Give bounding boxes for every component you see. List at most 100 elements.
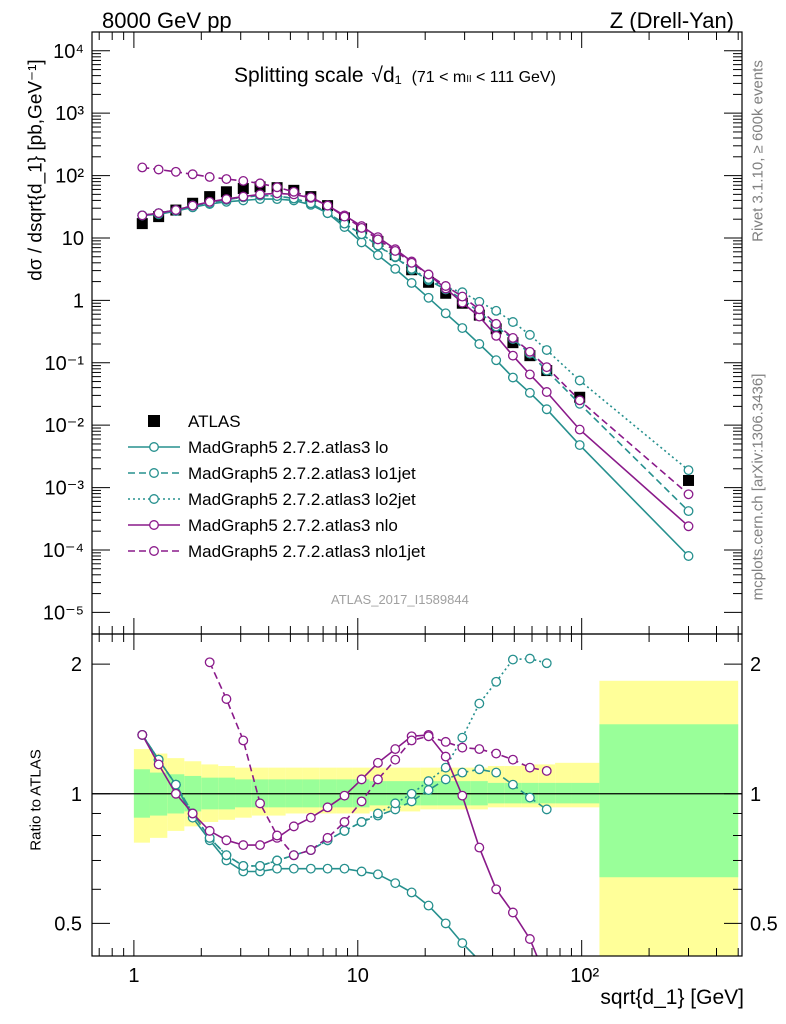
header-right: Z (Drell-Yan) — [609, 8, 734, 33]
legend-marker — [148, 415, 160, 427]
band-inner — [538, 782, 556, 804]
data-point — [524, 653, 535, 664]
data-point — [457, 742, 468, 753]
legend-marker — [149, 468, 159, 478]
data-point — [390, 744, 401, 755]
data-point — [356, 866, 367, 877]
series-line — [142, 194, 690, 512]
y-tick-label: 10 — [62, 228, 84, 250]
data-point — [255, 189, 266, 200]
data-point — [372, 757, 383, 768]
data-point — [423, 776, 434, 787]
data-point — [221, 174, 232, 184]
ratio-y-tick-label: 0.5 — [54, 913, 82, 935]
data-point — [423, 785, 434, 796]
data-point — [356, 237, 367, 248]
data-point — [221, 694, 232, 704]
y-tick-label: 10⁻⁴ — [43, 540, 84, 562]
data-point — [507, 779, 518, 790]
data-point — [272, 182, 283, 193]
data-point — [390, 878, 401, 889]
data-point — [524, 346, 535, 357]
data-point — [541, 362, 552, 373]
data-point — [507, 907, 518, 918]
atlas-data-point — [136, 218, 148, 230]
data-point — [406, 887, 417, 898]
data-point — [440, 308, 451, 319]
data-point — [541, 804, 552, 815]
data-point — [491, 318, 502, 329]
data-point — [305, 192, 316, 203]
data-point — [474, 339, 485, 349]
data-point — [423, 292, 434, 303]
data-point — [272, 855, 283, 866]
data-point — [288, 186, 299, 197]
y-tick-label: 10³ — [55, 103, 84, 125]
ratio-frame — [91, 633, 743, 957]
data-point — [491, 767, 502, 778]
data-point — [255, 840, 266, 851]
data-point — [440, 736, 451, 747]
data-point — [474, 842, 485, 853]
plot-title: Splitting scale √d₁ (71 < mₗₗ < 111 GeV) — [234, 64, 556, 88]
data-point — [339, 790, 350, 801]
data-point — [322, 863, 333, 874]
data-point — [204, 196, 215, 207]
data-point — [372, 869, 383, 880]
data-point — [255, 860, 266, 871]
data-point — [524, 762, 535, 773]
data-point — [356, 796, 367, 807]
data-point — [272, 863, 283, 874]
data-point — [541, 765, 552, 776]
data-point — [440, 751, 451, 762]
legend-marker — [149, 442, 159, 452]
data-point — [339, 863, 350, 874]
data-point — [683, 465, 694, 476]
data-point — [524, 934, 535, 944]
data-point — [491, 330, 502, 341]
x-tick-label: 10 — [347, 965, 369, 987]
data-point — [272, 830, 283, 841]
legend: ATLAS MadGraph5 2.7.2.atlas3 lo MadGraph5 … — [128, 412, 425, 561]
header-left: 8000 GeV pp — [102, 8, 232, 33]
legend-label: ATLAS — [188, 412, 241, 431]
data-point — [541, 345, 552, 355]
legend-label: MadGraph5 2.7.2.atlas3 nlo1jet — [188, 542, 425, 561]
data-point — [491, 676, 502, 687]
data-point — [288, 863, 299, 874]
data-point — [187, 808, 198, 819]
data-point — [507, 372, 518, 383]
data-point — [440, 281, 451, 291]
band-inner — [571, 782, 600, 804]
data-point — [574, 440, 585, 451]
ratio-y-tick-label-right: 2 — [750, 654, 761, 676]
plot-title-text: Splitting scale — [234, 64, 364, 87]
main-series-group — [136, 162, 695, 561]
data-point — [255, 798, 266, 809]
plot-title-symbol: √d₁ — [371, 64, 402, 87]
y-tick-label: 10⁴ — [53, 41, 84, 63]
data-point — [255, 178, 266, 189]
data-point — [423, 731, 434, 742]
data-point — [491, 748, 502, 759]
data-point — [187, 169, 198, 180]
ratio-y-tick-label: 1 — [71, 784, 82, 806]
y-tick-label: 10⁻⁵ — [43, 602, 84, 624]
data-point — [457, 767, 468, 778]
legend-label: MadGraph5 2.7.2.atlas3 lo — [188, 438, 388, 457]
data-point — [491, 355, 502, 366]
data-point — [574, 424, 585, 435]
data-point — [507, 317, 518, 327]
data-point — [440, 918, 451, 929]
data-point — [440, 774, 451, 785]
data-point — [457, 732, 468, 743]
data-point — [356, 817, 367, 827]
axes-group: 1 10 10² 10⁻⁵ 10⁻⁴ 10⁻³ 10⁻² 10⁻¹ 1 10 10² 10³ 10⁴ 0.… — [43, 31, 778, 987]
data-point — [507, 754, 518, 765]
data-point — [221, 835, 232, 846]
data-point — [423, 269, 434, 280]
data-point — [406, 257, 417, 268]
x-axis-label: sqrt{d_1} [GeV] — [600, 986, 744, 1009]
y-tick-label: 10² — [55, 166, 84, 188]
ratio-series-group — [137, 653, 552, 956]
